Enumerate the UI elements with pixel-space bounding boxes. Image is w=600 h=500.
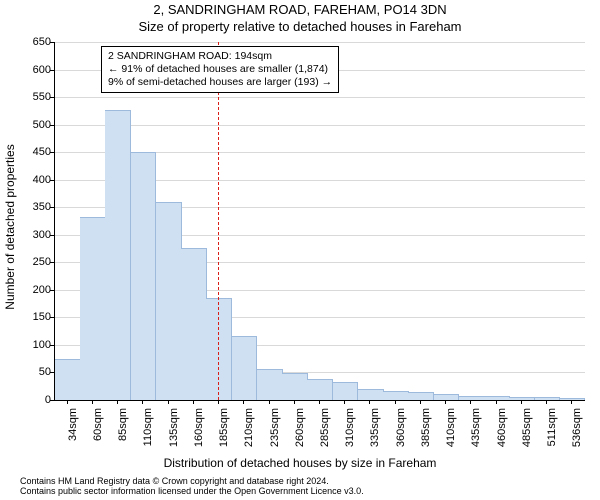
y-tick-label: 450: [11, 147, 51, 158]
histogram-bar: [257, 369, 283, 400]
marker-line: [218, 42, 219, 400]
x-tick: [67, 400, 68, 404]
x-tick: [546, 400, 547, 404]
x-tick: [117, 400, 118, 404]
y-tick: [50, 207, 54, 208]
y-tick-label: 150: [11, 312, 51, 323]
page-subtitle: Size of property relative to detached ho…: [0, 19, 600, 34]
y-tick-label: 550: [11, 92, 51, 103]
x-tick: [142, 400, 143, 404]
histogram-bar: [408, 392, 434, 400]
y-tick-label: 250: [11, 257, 51, 268]
annotation-line-2: ← 91% of detached houses are smaller (1,…: [108, 63, 332, 76]
x-tick: [395, 400, 396, 404]
histogram-bar: [484, 396, 510, 400]
x-tick: [496, 400, 497, 404]
histogram-bar: [282, 373, 308, 400]
histogram-bar: [156, 202, 182, 400]
histogram-bar: [131, 152, 157, 400]
y-tick: [50, 152, 54, 153]
histogram-bar: [105, 110, 131, 400]
gridline: [55, 97, 585, 98]
x-tick: [521, 400, 522, 404]
histogram-bar: [535, 397, 561, 400]
y-tick-label: 50: [11, 367, 51, 378]
histogram-bar: [509, 397, 535, 400]
y-tick: [50, 400, 54, 401]
histogram-bar: [55, 359, 81, 400]
x-tick: [243, 400, 244, 404]
x-axis-label: Distribution of detached houses by size …: [0, 456, 600, 470]
x-tick: [369, 400, 370, 404]
histogram-bar: [307, 379, 333, 400]
y-tick-label: 400: [11, 175, 51, 186]
y-tick: [50, 317, 54, 318]
y-tick: [50, 345, 54, 346]
y-tick-label: 200: [11, 285, 51, 296]
histogram-bar: [232, 336, 258, 400]
annotation-box: 2 SANDRINGHAM ROAD: 194sqm← 91% of detac…: [101, 46, 339, 93]
histogram-bar: [383, 391, 409, 400]
histogram-bar: [333, 382, 359, 400]
annotation-line-3: 9% of semi-detached houses are larger (1…: [108, 76, 332, 89]
y-tick-label: 600: [11, 65, 51, 76]
histogram-bar: [459, 396, 485, 400]
y-tick-label: 650: [11, 37, 51, 48]
x-tick: [92, 400, 93, 404]
y-tick: [50, 125, 54, 126]
x-tick: [470, 400, 471, 404]
x-tick: [319, 400, 320, 404]
x-tick: [445, 400, 446, 404]
y-tick: [50, 180, 54, 181]
x-tick: [571, 400, 572, 404]
gridline: [55, 42, 585, 43]
histogram-bar: [206, 298, 232, 400]
histogram-bar: [80, 217, 106, 400]
y-tick: [50, 262, 54, 263]
histogram-bar: [181, 248, 207, 400]
annotation-line-1: 2 SANDRINGHAM ROAD: 194sqm: [108, 50, 332, 63]
page-title: 2, SANDRINGHAM ROAD, FAREHAM, PO14 3DN: [0, 2, 600, 17]
y-tick: [50, 70, 54, 71]
y-tick-label: 0: [11, 395, 51, 406]
gridline: [55, 125, 585, 126]
histogram-bar: [434, 394, 460, 401]
footer-attribution: Contains HM Land Registry data © Crown c…: [20, 476, 364, 497]
y-tick: [50, 42, 54, 43]
y-tick-label: 500: [11, 120, 51, 131]
y-tick-label: 100: [11, 340, 51, 351]
y-tick: [50, 290, 54, 291]
y-tick: [50, 372, 54, 373]
histogram-bar: [560, 398, 586, 400]
y-tick-label: 350: [11, 202, 51, 213]
x-tick: [269, 400, 270, 404]
y-tick: [50, 97, 54, 98]
chart-plot-area: 2 SANDRINGHAM ROAD: 194sqm← 91% of detac…: [54, 42, 585, 401]
x-tick: [218, 400, 219, 404]
x-tick: [420, 400, 421, 404]
footer-line-2: Contains public sector information licen…: [20, 486, 364, 496]
histogram-bar: [358, 389, 384, 400]
x-tick: [294, 400, 295, 404]
y-tick: [50, 235, 54, 236]
footer-line-1: Contains HM Land Registry data © Crown c…: [20, 476, 364, 486]
x-tick: [193, 400, 194, 404]
x-tick: [168, 400, 169, 404]
x-tick: [344, 400, 345, 404]
y-tick-label: 300: [11, 230, 51, 241]
